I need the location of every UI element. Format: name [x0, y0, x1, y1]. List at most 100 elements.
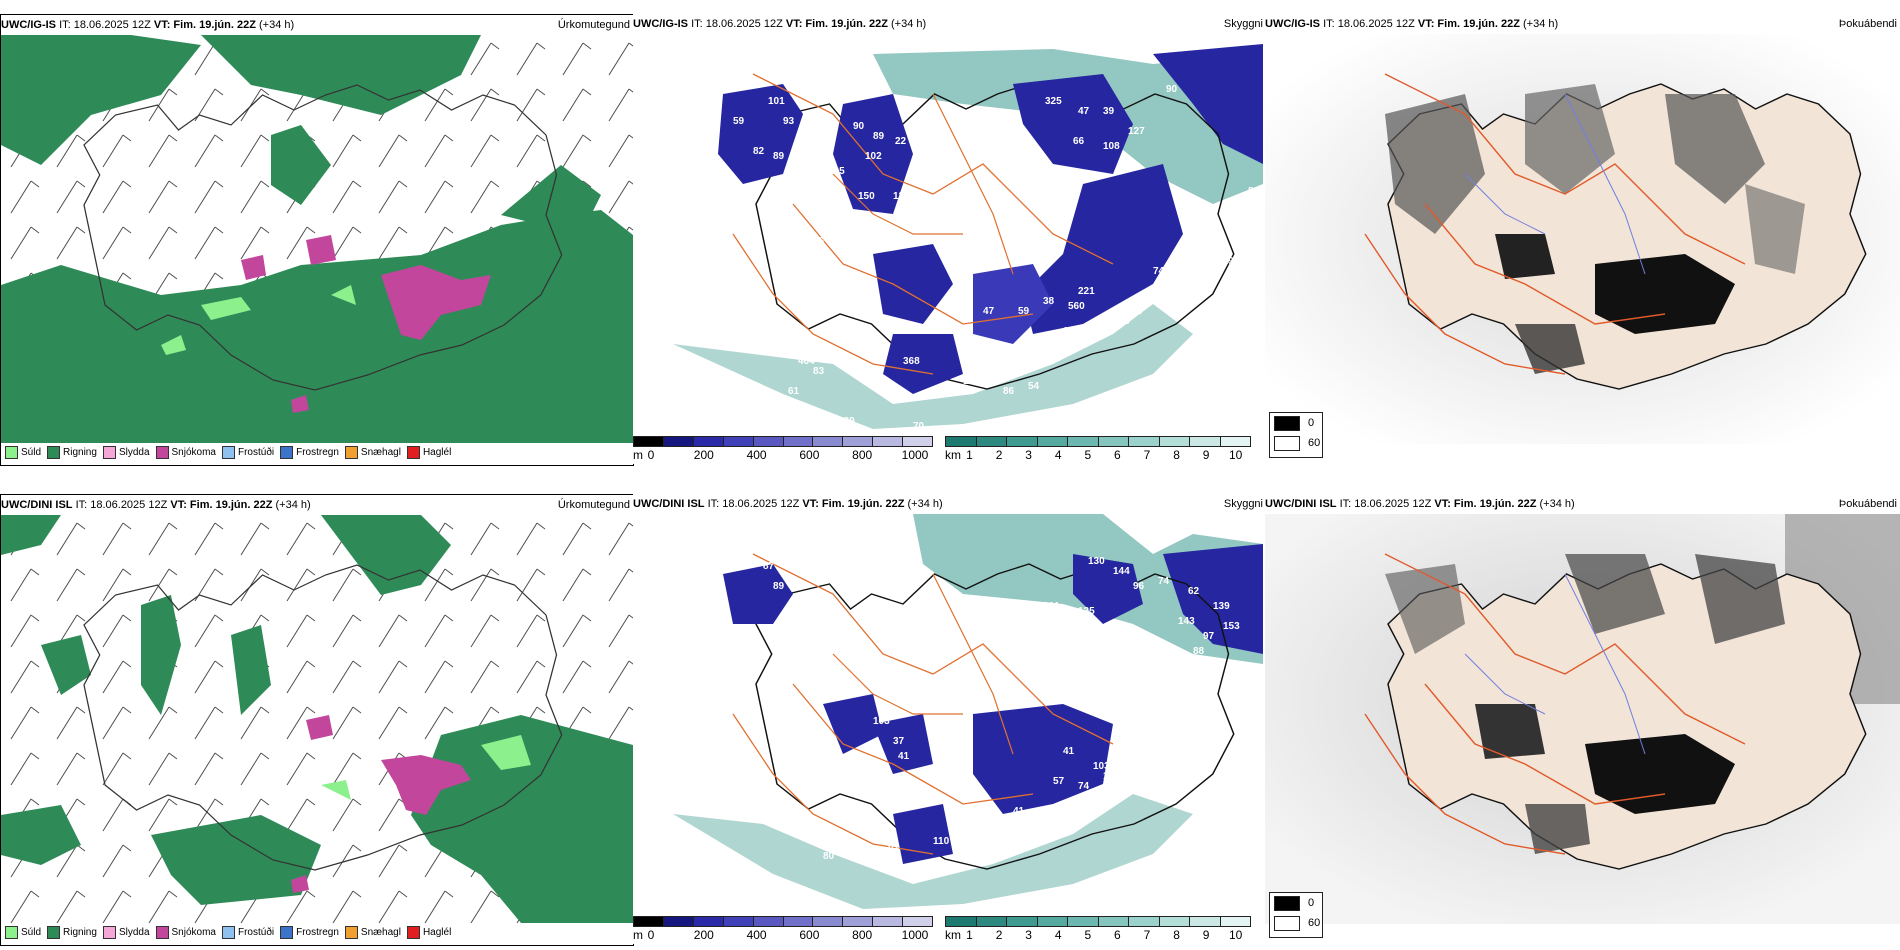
colorbar-tick-label: 7 — [1143, 928, 1151, 942]
model-name: UWC/IG-IS — [1265, 18, 1320, 30]
colorbar-segment — [663, 437, 694, 446]
cloud-base-label: 59 — [733, 116, 745, 127]
colorbar-tick-label: 8 — [1173, 448, 1180, 462]
precip-type-map — [1, 35, 633, 443]
cloud-base-label: 98 — [1228, 256, 1240, 267]
legend-label: Snæhagl — [360, 447, 401, 458]
colorbar-segment — [946, 437, 977, 446]
visibility-colorbar: 1 2 3 4 5 6 7 8 9 10 km — [945, 916, 1251, 942]
colorbar-tick-label: 9 — [1202, 448, 1210, 462]
cloud-base-label: 39 — [1103, 106, 1115, 117]
cloud-base-label: 133 — [1233, 216, 1250, 227]
cloud-base-label: 59 — [1018, 306, 1030, 317]
legend-item: Slydda — [102, 446, 150, 459]
panel-precip-type-bottom: UWC/DINI ISL IT: 18.06.2025 12Z VT: Fim.… — [0, 494, 634, 946]
cloud-base-label: 560 — [1068, 301, 1085, 312]
lead-time: (+34 h) — [1539, 498, 1575, 510]
colorbar-segment — [903, 437, 933, 446]
lead-time: (+34 h) — [907, 498, 943, 510]
colorbar-bar — [945, 916, 1251, 927]
colorbar-segment — [1068, 917, 1099, 926]
cloud-base-label: 153 — [1223, 621, 1240, 632]
cloud-base-label: 116 — [773, 251, 790, 262]
colorbar-tick-label: 800 — [852, 448, 873, 462]
legend-swatch-rain — [47, 926, 61, 939]
colorbar-segment — [753, 917, 784, 926]
cloud-base-label: 82 — [753, 146, 765, 157]
cloud-base-label: 90 — [1166, 84, 1178, 95]
legend-swatch-snow — [155, 446, 169, 459]
colorbar-ticks: 1 2 3 4 5 6 7 8 9 10 — [945, 927, 1251, 942]
legend-item: Snæhagl — [344, 926, 401, 939]
cloud-base-label: 103 — [873, 716, 890, 727]
cloud-base-label: 183 — [963, 376, 980, 387]
legend-item: Slydda — [102, 926, 150, 939]
colorbar-tick-label: 3 — [1025, 448, 1032, 462]
fog-legend-label: 60 — [1308, 917, 1321, 929]
legend-label: Frostregn — [296, 447, 339, 458]
cloud-base-label: 150 — [858, 191, 875, 202]
panel-cloud-top: UWC/IG-IS IT: 18.06.2025 12Z VT: Fim. 19… — [633, 14, 1263, 464]
legend-label: Snjókoma — [171, 927, 216, 938]
cloud-base-label: 88 — [1193, 646, 1205, 657]
legend-label: Snæhagl — [360, 927, 401, 938]
panel-header: UWC/IG-IS IT: 18.06.2025 12Z VT: Fim. 19… — [1265, 14, 1900, 34]
colorbar-segment — [634, 437, 664, 446]
cloud-base-label: 41 — [898, 751, 910, 762]
colorbar-segment — [1007, 917, 1038, 926]
init-time: IT: 18.06.2025 12Z — [75, 499, 168, 511]
cloud-base-label: 92 — [948, 186, 960, 197]
panel-title: Úrkomutegund — [557, 19, 630, 31]
panel-fog-top: UWC/IG-IS IT: 18.06.2025 12Z VT: Fim. 19… — [1265, 14, 1900, 464]
cloud-base-label: 74 — [1078, 781, 1090, 792]
legend-label: Súld — [21, 447, 42, 458]
colorbar-segment — [903, 917, 933, 926]
cloud-base-label: 87 — [763, 561, 775, 572]
colorbar-tick-label: 10 — [1229, 928, 1243, 942]
colorbar-bar — [633, 436, 933, 447]
cloud-base-label: 136 — [963, 846, 980, 857]
cloud-base-label: 89 — [773, 151, 785, 162]
colorbar-tick-label: 4 — [1054, 448, 1062, 462]
cloud-base-label: 201 — [1043, 601, 1060, 612]
colorbar-unit: km — [945, 928, 961, 942]
fog-legend-label: 0 — [1308, 897, 1315, 909]
colorbar-tick-label: 600 — [799, 448, 820, 462]
cloud-base-label: 61 — [788, 386, 800, 397]
cloud-base-label: 188 — [1103, 771, 1120, 782]
model-name: UWC/DINI ISL — [633, 498, 705, 510]
colorbar-tick-label: 400 — [746, 448, 767, 462]
colorbar-segment — [843, 437, 874, 446]
legend-swatch-snow-grains — [344, 926, 358, 939]
cloud-base-label: 38 — [1043, 296, 1055, 307]
cloud-base-label: 144 — [1113, 566, 1130, 577]
panel-header: UWC/IG-IS IT: 18.06.2025 12Z VT: Fim. 19… — [1, 15, 633, 35]
fog-legend-row: 0 — [1270, 893, 1322, 913]
valid-time: VT: Fim. 19.jún. 22Z — [1434, 498, 1537, 510]
valid-time: VT: Fim. 19.jún. 22Z — [153, 19, 256, 31]
colorbar-segment — [1220, 917, 1250, 926]
cloud-base-label: 96 — [1133, 581, 1145, 592]
legend-swatch-rain — [47, 446, 61, 459]
legend-item: Rigning — [47, 446, 97, 459]
legend-item: Frostúði — [221, 446, 274, 459]
panel-header: UWC/DINI ISL IT: 18.06.2025 12Z VT: Fim.… — [633, 494, 1263, 514]
init-time: IT: 18.06.2025 12Z — [707, 498, 800, 510]
colorbar-tick-label: 400 — [746, 928, 767, 942]
legend-item: Frostregn — [280, 926, 339, 939]
panel-title: Skyggni — [1223, 18, 1263, 30]
colorbar-segment — [1098, 917, 1129, 926]
legend-item: Frostregn — [280, 446, 339, 459]
colorbar-tick-label: 8 — [1173, 928, 1180, 942]
cloud-base-label: 83 — [743, 546, 755, 557]
cloud-base-label: 74 — [1153, 266, 1165, 277]
cloud-base-label: 83 — [1248, 186, 1260, 197]
legend-swatch-freezing-drizzle — [221, 926, 235, 939]
legend-item: Haglél — [406, 446, 451, 459]
cloud-base-label: 47 — [1078, 106, 1090, 117]
cloud-base-label: 38 — [1008, 841, 1020, 852]
legend-label: Rigning — [63, 927, 97, 938]
colorbar-ticks: 0 200 400 600 800 1000 — [633, 447, 933, 462]
cloud-base-label: 66 — [1073, 136, 1085, 147]
legend-swatch-hail — [406, 926, 420, 939]
